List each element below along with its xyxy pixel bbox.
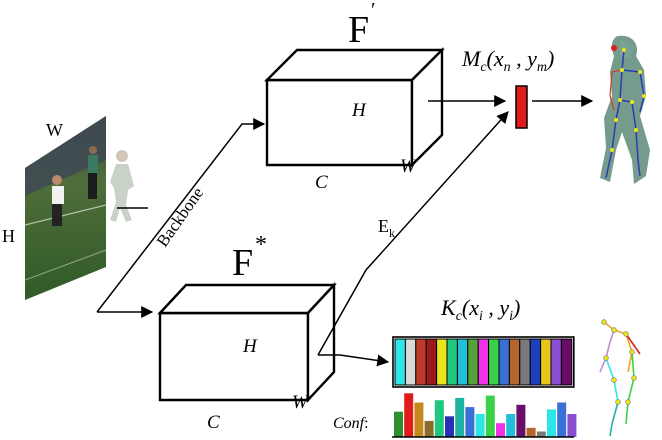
mesh-token [515,85,528,129]
feature-bottom-height: H [242,336,258,357]
keypoint-token-cell [446,338,458,386]
input-image [24,116,107,300]
keypoint-output-label: Kc(xi , yi) [440,295,520,324]
player-silhouette [52,146,98,226]
feature-bottom-channel: C [207,412,220,433]
arrow-to-top-feature [96,118,266,313]
backbone-label: Backbone [153,184,208,251]
confidence-label: Conf: [333,415,369,432]
confidence-bar [455,397,465,437]
confidence-bar [404,393,414,437]
keypoint-token-cell [529,338,542,386]
mesh-output-label: Mc(xn , ym) [461,46,554,75]
keypoint-token-cell [425,338,438,386]
feature-top-name: F [348,9,369,51]
keypoint-token-cell [488,338,500,386]
skeleton-2d [599,319,641,437]
person-cutout [110,150,134,222]
keypoint-token-cell [436,338,448,386]
keypoint-token-cell [540,338,552,386]
feature-top-channel: C [315,172,328,193]
feature-bottom-width: W [292,392,310,413]
keypoint-token-cell [508,338,521,386]
confidence-bar [516,404,526,437]
keypoint-token-cell [477,338,490,386]
confidence-bar [424,420,434,437]
confidence-bar [485,395,495,437]
confidence-bar [394,411,403,437]
keypoint-token-cell [519,338,531,386]
confidence-bar [526,427,536,437]
keypoint-vector-frame [392,336,575,388]
feature-bottom-name: F [232,242,253,284]
keypoint-token-cell [415,338,427,386]
confidence-bar [465,407,475,437]
input-height-label: H [2,226,15,246]
confidence-bar [506,414,516,437]
input-width-label: W [46,120,63,140]
confidence-bar [547,409,556,437]
keypoint-token-cell [550,338,562,386]
keypoint-token-cell [404,338,417,386]
confidence-bar [567,414,577,437]
feature-top-prime: ′ [371,0,375,21]
feature-cube-top [264,47,445,168]
keypoint-token-vector [392,336,575,388]
confidence-bar [414,402,424,437]
confidence-bar [536,431,546,437]
confidence-bar [496,423,505,437]
embedding-label: Ek [378,216,395,240]
feature-top-height: H [351,100,367,121]
confidence-bar [434,400,444,437]
keypoint-token-cell [467,338,479,386]
feature-top-width: W [400,156,418,177]
confidence-bar [445,416,454,437]
confidence-bars [394,393,577,437]
keypoint-token-cell [560,338,573,386]
mesh-figure [600,35,650,184]
keypoint-token-cell [456,338,469,386]
keypoint-token-cell [498,338,510,386]
feature-cube-bottom [157,281,337,404]
confidence-bar [557,402,567,437]
keypoint-token-cell [394,338,406,386]
feature-bottom-star: * [255,232,267,258]
confidence-bar [475,414,485,437]
arrow-bottom-to-keypoints [318,354,390,367]
arrow-embedding [317,111,509,356]
